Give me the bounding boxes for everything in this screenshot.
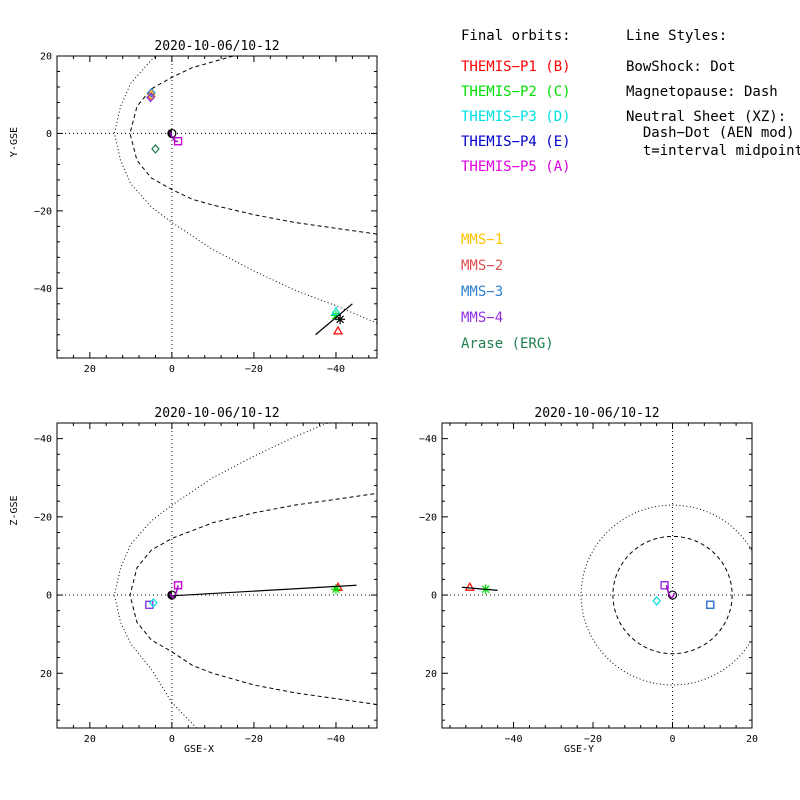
spacecraft-markers <box>146 87 346 335</box>
legend-entry-mission: Arase (ERG) <box>461 336 554 352</box>
bowshock-curve <box>113 56 377 324</box>
marker-arase-erg- <box>151 144 160 154</box>
x-tick-label: −40 <box>505 734 523 745</box>
panel-xz: 2020-10-06/10-12 20 0 −20 −40 20 0 −20 −40 GSE-X Z… <box>9 406 378 755</box>
panel-title: 2020-10-06/10-12 <box>154 39 279 54</box>
orbit-arc <box>169 585 179 599</box>
plot-frame <box>56 55 378 359</box>
legend: Final orbits: THEMIS−P1 (B) THEMIS−P2 (C) T… <box>461 28 800 352</box>
neutral-sheet-line <box>461 586 498 591</box>
legend-entry-orbit: THEMIS−P3 (D) <box>461 109 571 125</box>
panel-yz: 2020-10-06/10-12 −40 −20 0 20 20 0 −20 −40 GSE-Y <box>419 406 758 755</box>
legend-entry-mission: MMS−3 <box>461 284 503 300</box>
legend-style-line: Magnetopause: Dash <box>626 84 778 100</box>
legend-entry-mission: MMS−4 <box>461 310 503 326</box>
marker-arase-erg- <box>149 597 158 608</box>
y-tick-label: 20 <box>425 669 437 680</box>
marker-mms-1 <box>706 600 715 609</box>
orbit-direction-line <box>315 303 353 336</box>
plot-frame <box>441 422 753 729</box>
legend-entry-mission: MMS−1 <box>461 232 503 248</box>
magnetopause-curve <box>129 56 377 235</box>
legend-style-line: BowShock: Dot <box>626 59 736 75</box>
plot-frame <box>56 422 378 729</box>
bowshock-curve <box>113 423 328 728</box>
y-tick-label: −20 <box>34 206 52 217</box>
x-tick-label: 0 <box>669 734 675 745</box>
marker-mms-4 <box>660 581 669 590</box>
legend-style-line: Dash−Dot (AEN mod) <box>626 125 795 141</box>
legend-styles-title: Line Styles: <box>626 28 727 44</box>
x-tick-label: 20 <box>84 364 96 375</box>
x-tick-label: 20 <box>746 734 758 745</box>
y-axis-label: Z-GSE <box>9 495 20 525</box>
y-tick-label: 0 <box>46 129 52 140</box>
y-tick-label: 0 <box>46 591 52 602</box>
y-tick-label: −40 <box>419 434 437 445</box>
legend-style-line: t=interval midpoint <box>626 143 800 159</box>
x-axis-label: GSE-Y <box>564 744 594 755</box>
x-axis-label: GSE-X <box>184 744 214 755</box>
x-tick-label: −40 <box>327 364 345 375</box>
boundaries <box>113 56 377 324</box>
x-tick-label: 0 <box>169 734 175 745</box>
magnetopause-curve <box>612 535 733 655</box>
orbit-arc <box>665 585 676 599</box>
legend-entry-orbit: THEMIS−P4 (E) <box>461 134 571 150</box>
x-tick-label: −40 <box>327 734 345 745</box>
marker-arase-erg- <box>652 596 661 606</box>
y-tick-label: 20 <box>40 52 52 63</box>
panel-title: 2020-10-06/10-12 <box>154 406 279 421</box>
y-tick-label: 20 <box>40 669 52 680</box>
legend-entry-orbit: THEMIS−P1 (B) <box>461 59 571 75</box>
x-tick-label: −20 <box>584 734 602 745</box>
y-tick-label: 0 <box>431 591 437 602</box>
marker-themis-p1 <box>332 325 344 335</box>
y-tick-label: −20 <box>419 512 437 523</box>
orbit-arc <box>169 131 179 143</box>
magnetopause-curve <box>129 492 377 705</box>
marker-mms-4 <box>145 600 154 609</box>
y-axis-label: Y-GSE <box>9 127 20 157</box>
y-tick-label: −40 <box>34 284 52 295</box>
y-tick-label: −40 <box>34 434 52 445</box>
marker-themis-p4 <box>706 600 715 609</box>
y-tick-label: −20 <box>34 512 52 523</box>
x-tick-label: −20 <box>245 364 263 375</box>
bowshock-curve <box>580 504 752 686</box>
legend-entry-orbit: THEMIS−P5 (A) <box>461 159 571 175</box>
x-tick-label: −20 <box>245 734 263 745</box>
panel-xy: 2020-10-06/10-12 20 0 −20 −40 −40 −20 0 20 Y-GSE <box>9 39 378 375</box>
legend-style-line: Neutral Sheet (XZ): <box>626 109 786 125</box>
x-tick-label: 0 <box>169 364 175 375</box>
marker-sun-line-marker <box>335 314 346 325</box>
legend-entry-orbit: THEMIS−P2 (C) <box>461 84 571 100</box>
legend-entry-mission: MMS−2 <box>461 258 503 274</box>
boundaries <box>113 423 377 728</box>
marker-themis-p3 <box>330 306 342 316</box>
marker-mms-4 <box>146 92 155 103</box>
x-tick-label: 20 <box>84 734 96 745</box>
panel-title: 2020-10-06/10-12 <box>534 406 659 421</box>
legend-orbits-title: Final orbits: <box>461 28 571 44</box>
boundaries <box>580 504 752 686</box>
neutral-sheet-line <box>171 584 357 597</box>
marker-themis-p5 <box>173 581 183 590</box>
marker-mms-3 <box>147 87 156 98</box>
marker-themis-p1 <box>464 582 475 591</box>
